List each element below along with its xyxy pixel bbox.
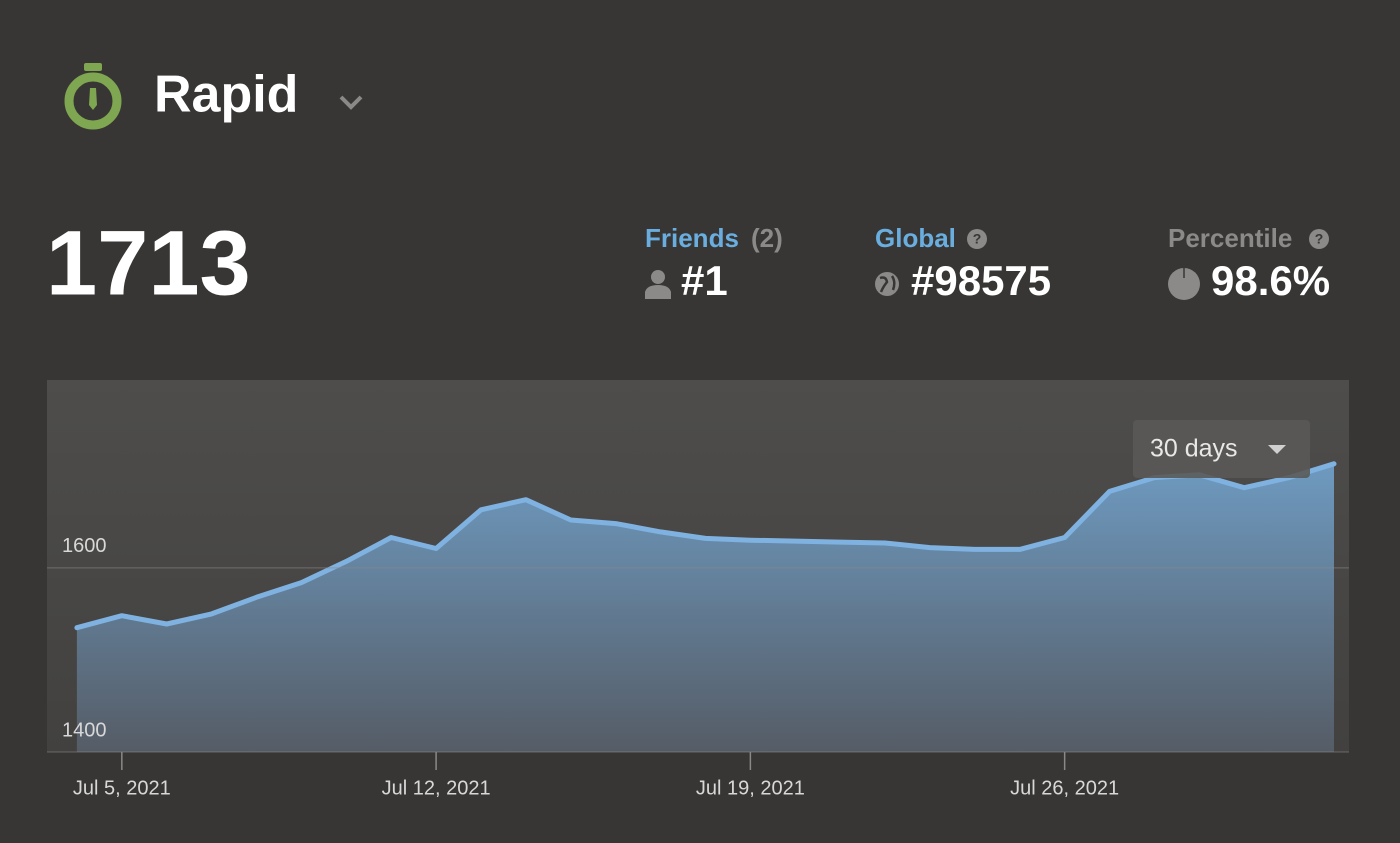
title: Rapid (154, 66, 298, 124)
x-tick-label: Jul 19, 2021 (696, 777, 805, 799)
globe-icon (875, 272, 899, 296)
stopwatch-icon (64, 63, 122, 130)
y-tick-label: 1600 (62, 535, 107, 557)
friends-count: (2) (751, 223, 783, 253)
y-tick-label: 1400 (62, 719, 107, 741)
help-icon[interactable]: ? (967, 229, 987, 249)
friends-rank: #1 (681, 257, 728, 304)
line (74, 461, 1337, 631)
friends-label[interactable]: Friends (645, 223, 739, 253)
range-label[interactable]: 30 days (1150, 435, 1238, 463)
global-rank: #98575 (911, 257, 1051, 304)
global-label[interactable]: Global (875, 223, 956, 253)
area (76, 463, 1334, 752)
chevron[interactable] (339, 95, 363, 110)
svg-text:?: ? (973, 231, 982, 247)
pie-icon (1168, 268, 1200, 300)
plot: 1400 1600 Jul 5, 2021 Jul 12, 2021 Jul 19, 2… (47, 461, 1349, 799)
percentile-value: 98.6% (1211, 257, 1330, 304)
x-tick-label: Jul 12, 2021 (382, 777, 491, 799)
rating: 1713 (46, 212, 251, 314)
x-tick-label: Jul 5, 2021 (73, 777, 171, 799)
help-icon[interactable]: ? (1309, 229, 1329, 249)
svg-text:?: ? (1315, 231, 1324, 247)
percentile-label: Percentile (1168, 223, 1292, 253)
range-selector[interactable]: 30 days (1133, 420, 1310, 478)
person-icon (645, 270, 671, 299)
x-tick-label: Jul 26, 2021 (1010, 777, 1119, 799)
